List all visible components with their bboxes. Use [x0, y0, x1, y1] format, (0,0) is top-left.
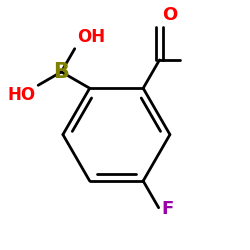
Text: HO: HO — [8, 86, 36, 104]
Text: F: F — [161, 200, 173, 218]
Text: O: O — [162, 6, 178, 24]
Text: B: B — [54, 62, 69, 82]
Text: OH: OH — [77, 28, 105, 46]
